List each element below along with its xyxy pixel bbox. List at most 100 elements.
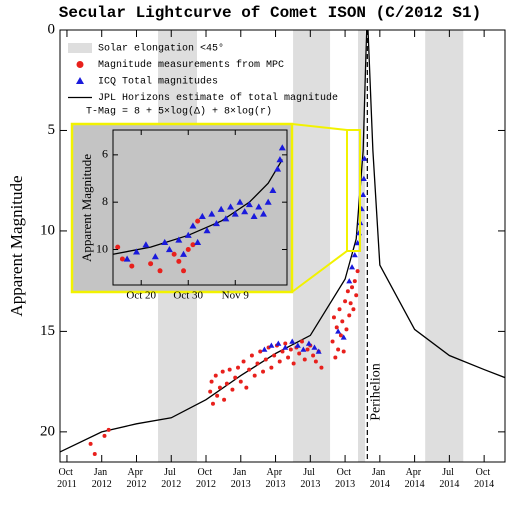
inset-panel — [70, 122, 294, 294]
mpc-point — [247, 367, 252, 372]
mpc-point — [337, 307, 342, 312]
mpc-point — [190, 242, 196, 248]
mpc-point — [272, 353, 277, 358]
mpc-point — [334, 325, 339, 330]
icq-point — [294, 342, 301, 348]
icq-point — [351, 252, 358, 258]
y-tick-label: 15 — [40, 323, 55, 339]
mpc-point — [236, 365, 240, 370]
icq-point — [305, 340, 312, 346]
mpc-point — [233, 375, 238, 380]
icq-point — [175, 236, 183, 243]
mpc-point — [238, 379, 243, 384]
chart-title: Secular Lightcurve of Comet ISON (C/2012… — [59, 4, 481, 22]
x-tick-label: Jan 2013 — [231, 467, 251, 490]
icq-point — [250, 212, 258, 219]
mpc-point — [208, 389, 213, 394]
mpc-point — [351, 307, 356, 312]
icq-point — [315, 348, 322, 354]
icq-point — [360, 175, 367, 181]
mpc-point — [148, 261, 154, 267]
icq-point — [212, 219, 220, 227]
mpc-point — [297, 351, 302, 356]
x-tick-label: Oct 2011 — [57, 467, 77, 490]
icq-point — [142, 241, 150, 248]
mpc-point — [354, 293, 359, 298]
icq-point — [259, 210, 267, 217]
x-tick-label: Jan 2014 — [370, 467, 390, 490]
mpc-point — [333, 355, 338, 360]
icq-point — [123, 255, 131, 262]
mpc-point — [269, 365, 274, 370]
x-tick-label: Oct 2012 — [196, 467, 216, 490]
icq-point — [198, 212, 206, 219]
mpc-point — [241, 359, 246, 364]
mpc-point — [288, 347, 293, 352]
mpc-point — [258, 349, 263, 354]
icq-point — [236, 198, 244, 205]
y-tick-label: 0 — [48, 21, 56, 37]
mpc-point — [244, 385, 249, 390]
mpc-point — [277, 359, 282, 364]
x-tick-label: Jul 2012 — [161, 467, 181, 490]
mpc-point — [249, 353, 254, 358]
y-tick-label: 20 — [40, 423, 55, 439]
mpc-point — [213, 373, 218, 378]
icq-point — [289, 338, 296, 344]
icq-point — [194, 238, 202, 246]
y-axis-label: Apparent Magnitude — [7, 175, 26, 316]
y-tick-label: 5 — [48, 122, 56, 138]
mpc-point — [348, 301, 353, 306]
mpc-point — [217, 385, 222, 390]
icq-point — [349, 264, 356, 270]
legend-note: T-Mag = 8 + 5×log(Δ) + 8×log(r) — [86, 106, 272, 118]
mpc-point — [343, 299, 348, 304]
x-tick-label: Apr 2013 — [266, 467, 286, 490]
mpc-point — [286, 355, 291, 360]
mpc-point — [252, 373, 257, 378]
icq-point — [278, 144, 286, 151]
mpc-point — [263, 357, 268, 362]
mpc-point — [227, 367, 232, 372]
icq-point — [264, 198, 272, 205]
icq-point — [346, 278, 353, 284]
mpc-point — [305, 347, 310, 352]
zoom-connector — [291, 123, 348, 131]
zoom-region — [346, 129, 361, 252]
plot-frame — [59, 29, 506, 463]
icq-point — [217, 205, 225, 212]
mpc-point — [319, 365, 324, 370]
mpc-point — [350, 285, 355, 290]
x-tick-label: Apr 2014 — [405, 467, 425, 490]
mpc-point — [345, 289, 350, 294]
perihelion-label: Perihelion — [369, 363, 384, 421]
icq-point — [311, 344, 318, 350]
mpc-point — [261, 369, 266, 374]
mpc-point — [283, 341, 288, 346]
solar-elongation-band — [358, 30, 366, 462]
mpc-point — [344, 327, 349, 332]
mpc-point — [299, 339, 304, 344]
icq-point — [269, 186, 277, 193]
mpc-point — [330, 339, 335, 344]
mpc-point — [224, 381, 229, 386]
mpc-point — [220, 369, 225, 374]
icq-point — [180, 250, 188, 257]
x-tick-label: Apr 2012 — [126, 467, 146, 490]
mpc-point — [176, 258, 182, 264]
estimate-line — [60, 30, 505, 453]
y-tick-label: 10 — [40, 222, 55, 238]
icq-point — [245, 201, 253, 208]
icq-point — [282, 344, 289, 350]
mpc-point — [280, 349, 285, 354]
icq-point — [255, 203, 263, 210]
mpc-point — [185, 247, 191, 253]
legend-swatch — [76, 77, 84, 84]
mpc-point — [291, 361, 296, 366]
x-tick-label: Oct 30 — [173, 290, 203, 302]
icq-point — [231, 210, 239, 217]
mpc-point — [119, 256, 125, 262]
x-tick-label: Oct 20 — [126, 290, 156, 302]
mpc-point — [341, 349, 346, 354]
mpc-point — [115, 244, 121, 250]
